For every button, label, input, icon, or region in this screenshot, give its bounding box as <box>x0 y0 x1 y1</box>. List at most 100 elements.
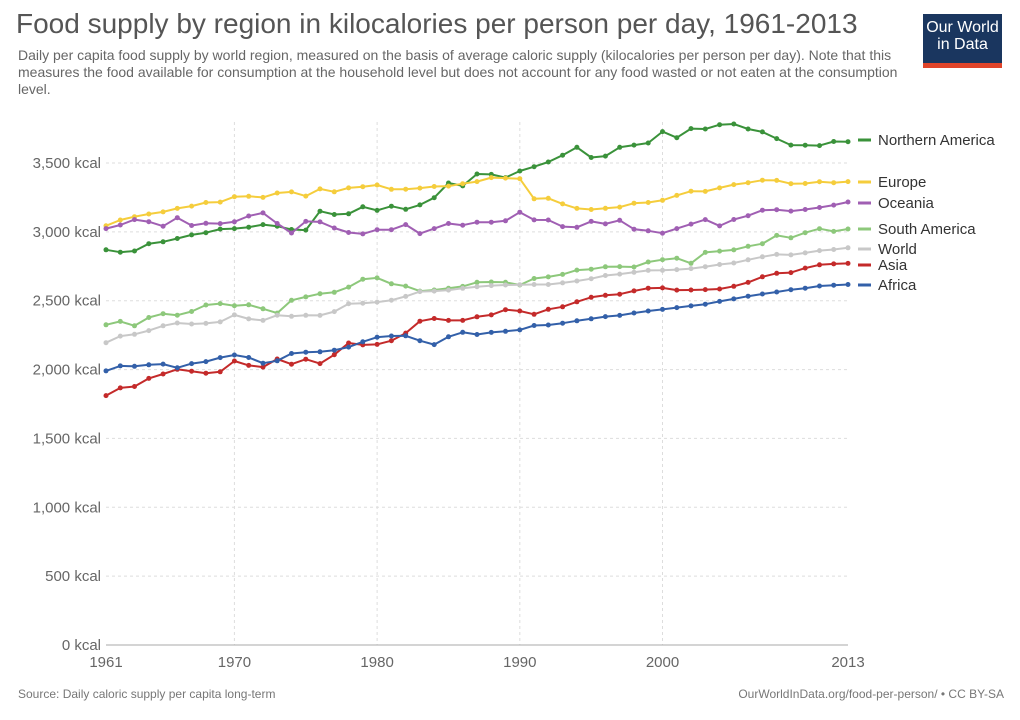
data-point[interactable] <box>474 219 480 225</box>
data-point[interactable] <box>688 260 694 266</box>
data-point[interactable] <box>388 203 394 209</box>
data-point[interactable] <box>460 181 466 187</box>
data-point[interactable] <box>303 294 309 300</box>
data-point[interactable] <box>631 142 637 148</box>
data-point[interactable] <box>417 202 423 208</box>
data-point[interactable] <box>788 181 794 187</box>
data-point[interactable] <box>246 193 252 199</box>
data-point[interactable] <box>602 314 608 320</box>
data-point[interactable] <box>274 190 280 196</box>
data-point[interactable] <box>146 211 152 217</box>
data-point[interactable] <box>545 217 551 223</box>
data-point[interactable] <box>602 273 608 278</box>
data-point[interactable] <box>374 299 380 305</box>
data-point[interactable] <box>545 322 551 328</box>
data-point[interactable] <box>117 318 123 324</box>
data-point[interactable] <box>231 358 237 364</box>
data-point[interactable] <box>303 193 309 199</box>
data-point[interactable] <box>745 126 751 132</box>
data-point[interactable] <box>702 287 708 293</box>
data-point[interactable] <box>588 266 594 272</box>
data-point[interactable] <box>289 297 294 303</box>
data-point[interactable] <box>702 188 708 194</box>
data-point[interactable] <box>788 235 794 241</box>
data-point[interactable] <box>431 226 437 232</box>
data-point[interactable] <box>260 194 266 200</box>
data-point[interactable] <box>174 312 180 318</box>
data-point[interactable] <box>203 370 209 376</box>
data-point[interactable] <box>660 285 665 291</box>
legend-item[interactable]: South America <box>858 221 976 238</box>
data-point[interactable] <box>788 208 794 214</box>
data-point[interactable] <box>774 251 780 257</box>
data-point[interactable] <box>217 369 223 375</box>
data-point[interactable] <box>431 195 437 201</box>
data-point[interactable] <box>617 291 623 297</box>
data-point[interactable] <box>588 155 594 160</box>
data-point[interactable] <box>674 305 680 311</box>
data-point[interactable] <box>246 316 252 322</box>
data-point[interactable] <box>103 226 109 232</box>
data-point[interactable] <box>560 304 566 310</box>
data-point[interactable] <box>417 338 423 344</box>
data-point[interactable] <box>331 289 337 295</box>
data-point[interactable] <box>817 205 822 210</box>
data-point[interactable] <box>602 292 608 298</box>
legend-item[interactable]: Europe <box>858 174 926 191</box>
data-point[interactable] <box>845 139 851 145</box>
data-point[interactable] <box>731 260 737 266</box>
data-point[interactable] <box>831 139 837 144</box>
series-oceania[interactable] <box>103 199 851 237</box>
data-point[interactable] <box>531 164 537 170</box>
data-point[interactable] <box>845 199 851 205</box>
data-point[interactable] <box>817 226 822 232</box>
data-point[interactable] <box>260 306 266 312</box>
data-point[interactable] <box>731 296 737 302</box>
data-point[interactable] <box>146 315 152 320</box>
data-point[interactable] <box>217 319 223 325</box>
data-point[interactable] <box>374 334 380 340</box>
data-point[interactable] <box>688 266 694 272</box>
data-point[interactable] <box>831 180 837 186</box>
data-point[interactable] <box>303 349 309 355</box>
data-point[interactable] <box>231 226 237 232</box>
data-point[interactable] <box>602 221 608 227</box>
data-point[interactable] <box>417 185 423 191</box>
data-point[interactable] <box>517 176 523 182</box>
data-point[interactable] <box>488 175 494 181</box>
data-point[interactable] <box>331 212 337 217</box>
data-point[interactable] <box>845 179 851 185</box>
data-point[interactable] <box>731 217 737 222</box>
data-point[interactable] <box>574 224 580 230</box>
data-point[interactable] <box>831 202 837 208</box>
data-point[interactable] <box>160 323 166 329</box>
data-point[interactable] <box>517 327 523 333</box>
data-point[interactable] <box>160 239 166 245</box>
data-point[interactable] <box>117 217 123 223</box>
data-point[interactable] <box>645 308 651 314</box>
data-point[interactable] <box>745 180 751 186</box>
data-point[interactable] <box>174 320 180 326</box>
data-point[interactable] <box>745 279 751 285</box>
data-point[interactable] <box>774 136 780 142</box>
data-point[interactable] <box>574 278 580 284</box>
data-point[interactable] <box>560 201 566 207</box>
data-point[interactable] <box>674 135 680 141</box>
data-point[interactable] <box>317 361 323 367</box>
data-point[interactable] <box>246 224 252 230</box>
data-point[interactable] <box>817 143 822 149</box>
data-point[interactable] <box>759 274 765 280</box>
data-point[interactable] <box>802 250 808 256</box>
data-point[interactable] <box>346 284 352 290</box>
data-point[interactable] <box>645 228 651 234</box>
data-point[interactable] <box>474 171 480 177</box>
data-point[interactable] <box>146 362 152 368</box>
data-point[interactable] <box>731 247 737 253</box>
data-point[interactable] <box>545 282 551 287</box>
data-point[interactable] <box>817 248 822 254</box>
data-point[interactable] <box>231 352 237 358</box>
data-point[interactable] <box>417 318 423 324</box>
owid-logo[interactable]: Our World in Data <box>923 14 1002 68</box>
data-point[interactable] <box>588 276 594 282</box>
data-point[interactable] <box>759 254 765 260</box>
